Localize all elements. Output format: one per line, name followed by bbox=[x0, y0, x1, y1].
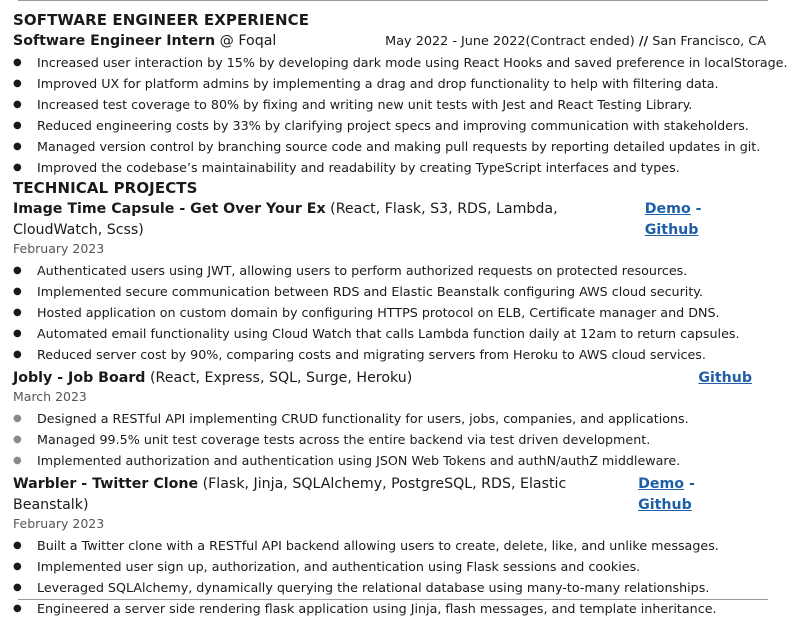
list-item: Reduced server cost by 90%, comparing co… bbox=[13, 344, 766, 365]
job-location: San Francisco, CA bbox=[652, 34, 766, 49]
job-meta: May 2022 - June 2022(Contract ended) // … bbox=[385, 31, 766, 52]
list-item: Implemented authorization and authentica… bbox=[13, 450, 766, 471]
job-bullets: Increased user interaction by 15% by dev… bbox=[13, 52, 788, 178]
list-item: Hosted application on custom domain by c… bbox=[13, 302, 766, 323]
list-item: Managed 99.5% unit test coverage tests a… bbox=[13, 429, 766, 450]
job-dates: May 2022 - June 2022(Contract ended) bbox=[385, 34, 635, 49]
list-item: Built a Twitter clone with a RESTful API… bbox=[13, 535, 766, 556]
project-date: February 2023 bbox=[13, 516, 105, 531]
project-links: Github bbox=[698, 368, 752, 389]
list-item: Engineered a server side rendering flask… bbox=[13, 598, 766, 619]
project-bullets: Designed a RESTful API implementing CRUD… bbox=[13, 408, 766, 471]
list-item: Reduced engineering costs by 33% by clar… bbox=[13, 115, 766, 136]
list-item: Increased user interaction by 15% by dev… bbox=[13, 52, 788, 73]
list-item: Implemented secure communication between… bbox=[13, 281, 766, 302]
project-title-group: Jobly - Job Board (React, Express, SQL, … bbox=[13, 368, 412, 389]
github-link[interactable]: Github bbox=[644, 222, 699, 238]
project-tech: (React, Flask, S3, RDS, Lambda, CloudWat… bbox=[13, 201, 558, 238]
project-bullets: Built a Twitter clone with a RESTful API… bbox=[13, 535, 766, 619]
job-title: Software Engineer Intern bbox=[13, 33, 216, 49]
list-item: Automated email functionality using Clou… bbox=[13, 323, 766, 344]
github-link[interactable]: Github bbox=[698, 370, 752, 386]
job-company: @ Foqal bbox=[219, 33, 277, 49]
project-name: Warbler - Twitter Clone bbox=[13, 476, 199, 492]
project-links: Demo - Github bbox=[638, 474, 752, 516]
project-header-jobly: Jobly - Job Board (React, Express, SQL, … bbox=[13, 368, 766, 389]
job-header: Software Engineer Intern @ Foqal May 202… bbox=[13, 31, 766, 52]
list-item: Improved UX for platform admins by imple… bbox=[13, 73, 766, 94]
experience-heading: SOFTWARE ENGINEER EXPERIENCE bbox=[13, 11, 310, 29]
list-item: Designed a RESTful API implementing CRUD… bbox=[13, 408, 766, 429]
project-tech: (React, Express, SQL, Surge, Heroku) bbox=[149, 370, 413, 386]
project-tech: (Flask, Jinja, SQLAlchemy, PostgreSQL, R… bbox=[13, 476, 567, 513]
resume-page: SOFTWARE ENGINEER EXPERIENCE Software En… bbox=[13, 10, 788, 622]
job-title-group: Software Engineer Intern @ Foqal bbox=[13, 31, 276, 52]
list-item: Leveraged SQLAlchemy, dynamically queryi… bbox=[13, 577, 766, 598]
project-date: March 2023 bbox=[13, 389, 87, 404]
list-item: Managed version control by branching sou… bbox=[13, 136, 766, 157]
demo-link[interactable]: Demo bbox=[638, 476, 685, 492]
job-separator: // bbox=[638, 34, 649, 49]
list-item: Implemented user sign up, authorization,… bbox=[13, 556, 766, 577]
link-separator: - bbox=[688, 476, 695, 492]
github-link[interactable]: Github bbox=[638, 497, 692, 513]
project-date: February 2023 bbox=[13, 241, 105, 256]
project-bullets: Authenticated users using JWT, allowing … bbox=[13, 260, 766, 365]
project-name: Jobly - Job Board bbox=[13, 370, 146, 386]
project-title-group: Warbler - Twitter Clone (Flask, Jinja, S… bbox=[13, 474, 638, 516]
project-title-group: Image Time Capsule - Get Over Your Ex (R… bbox=[13, 199, 645, 241]
project-name: Image Time Capsule - Get Over Your Ex bbox=[13, 201, 326, 217]
project-links: Demo - Github bbox=[645, 199, 752, 241]
list-item: Authenticated users using JWT, allowing … bbox=[13, 260, 766, 281]
top-divider bbox=[18, 0, 768, 1]
project-header-warbler: Warbler - Twitter Clone (Flask, Jinja, S… bbox=[13, 474, 766, 516]
link-separator: - bbox=[695, 201, 702, 217]
list-item: Increased test coverage to 80% by fixing… bbox=[13, 94, 766, 115]
list-item: Improved the codebase’s maintainability … bbox=[13, 157, 766, 178]
bottom-divider bbox=[18, 599, 768, 600]
project-header-image-time-capsule: Image Time Capsule - Get Over Your Ex (R… bbox=[13, 199, 766, 241]
projects-heading: TECHNICAL PROJECTS bbox=[13, 179, 198, 197]
demo-link[interactable]: Demo bbox=[644, 201, 691, 217]
